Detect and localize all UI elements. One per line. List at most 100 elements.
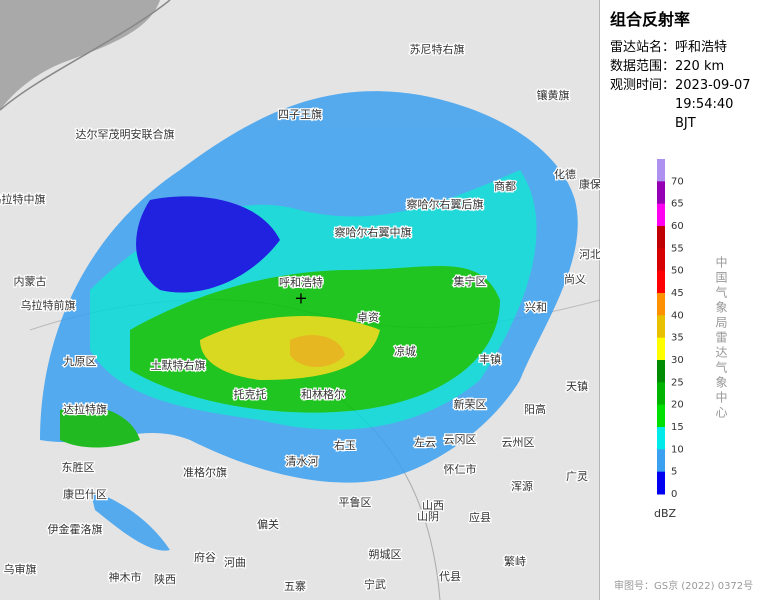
place-label: 九原区 (64, 355, 97, 368)
legend-swatch (657, 248, 665, 272)
place-label: 云州区 (502, 436, 535, 449)
place-label: 天镇 (566, 379, 588, 393)
place-label: 繁峙 (504, 554, 526, 568)
legend-swatch (657, 181, 665, 205)
place-label: 康巴什区 (63, 487, 107, 501)
place-label: 苏尼特右旗 (410, 42, 465, 56)
place-label: 广灵 (566, 470, 588, 483)
place-label: 浑源 (511, 479, 533, 493)
value: 220 km (675, 59, 725, 74)
legend-swatch (657, 360, 665, 383)
place-label: 达拉特旗 (63, 402, 107, 416)
city-marker: + (294, 289, 307, 308)
place-label: 怀仁市 (444, 462, 477, 476)
legend-label: 0 (671, 489, 677, 500)
city-label: 呼和浩特 (279, 275, 323, 289)
legend-swatch (657, 203, 665, 227)
credit: 中国气象局雷达气象中心 (714, 256, 728, 421)
legend-label: 15 (671, 422, 684, 433)
place-label: 河曲 (224, 556, 246, 569)
value: 2023-09-07 (675, 78, 751, 93)
info-panel: 组合反射率 雷达站名：呼和浩特 数据范围：220 km 观测时间：2023-09… (610, 6, 757, 133)
time-row: 观测时间：2023-09-07 (610, 76, 757, 95)
legend-label: 40 (671, 310, 684, 321)
place-label: 康保 (579, 177, 600, 191)
range-row: 数据范围：220 km (610, 57, 757, 76)
place-label: 朔城区 (369, 548, 402, 561)
legend-swatch (657, 471, 665, 495)
place-label: 托克托 (234, 387, 267, 401)
legend-label: 30 (671, 355, 684, 366)
legend-label: 25 (671, 377, 684, 388)
place-label: 凉城 (394, 344, 416, 358)
place-label: 清水河 (286, 455, 319, 468)
echo-25 (60, 406, 140, 448)
legend-swatch (657, 427, 665, 450)
place-label: 和林格尔 (301, 387, 345, 401)
place-label: 准格尔旗 (183, 465, 227, 479)
place-label: 山阴 (417, 510, 439, 523)
echo-0 (136, 196, 280, 293)
place-label: 四子王旗 (278, 107, 322, 121)
border (0, 0, 171, 111)
legend-swatch (657, 293, 665, 316)
radar-echo (40, 91, 578, 551)
place-label: 商都 (494, 179, 516, 193)
place-label: 丰镇 (479, 352, 501, 366)
place-label: 内蒙古 (14, 274, 47, 288)
panel-title: 组合反射率 (610, 10, 691, 29)
legend-unit: dBZ (654, 507, 677, 520)
place-label: 云冈区 (444, 433, 477, 446)
place-label: 察哈尔右翼后旗 (407, 197, 484, 211)
legend-swatch (657, 382, 665, 406)
place-label: 乌拉特前旗 (21, 298, 76, 312)
place-label: 神木市 (109, 570, 142, 584)
place-label: 代县 (439, 570, 461, 583)
echo-band (90, 490, 170, 551)
place-label: 土默特右旗 (151, 358, 206, 372)
place-label: 山西 (422, 499, 444, 512)
legend-label: 65 (671, 199, 684, 210)
place-label: 卓资 (357, 311, 379, 324)
legend-swatch (657, 315, 665, 339)
label: 观测时间： (610, 78, 676, 93)
legend-label: 5 (671, 467, 677, 478)
place-label: 兴和 (525, 301, 547, 314)
time-row2: 19:54:40 BJT (675, 97, 734, 131)
place-label: 右玉 (334, 438, 356, 452)
place-label: 新荣区 (454, 397, 487, 411)
place-label: 察哈尔右翼中旗 (335, 225, 412, 239)
value: 呼和浩特 (675, 40, 728, 55)
legend-label: 20 (671, 400, 684, 411)
place-label: 五寨 (284, 579, 306, 593)
echo-40 (290, 335, 345, 368)
place-label: 左云 (414, 436, 436, 449)
legend-swatch (657, 449, 665, 473)
place-label: 陕西 (154, 572, 176, 586)
place-label: 乌拉特中旗 (0, 192, 46, 206)
legend-label: 35 (671, 333, 684, 344)
legend-label: 50 (671, 266, 684, 277)
approval: 审图号：GS京 (2022) 0372号 (614, 581, 754, 592)
legend-label: 70 (671, 176, 684, 187)
legend-swatch (657, 226, 665, 249)
place-label: 宁武 (364, 577, 386, 591)
place-label: 达尔罕茂明安联合旗 (76, 127, 175, 141)
place-label: 镶黄旗 (537, 88, 570, 102)
legend-swatch (657, 159, 665, 182)
legend-swatch (657, 270, 665, 294)
info-lines: 雷达站名：呼和浩特 数据范围：220 km 观测时间：2023-09-07 19… (610, 38, 757, 133)
place-label: 偏关 (257, 517, 279, 531)
place-label: 东胜区 (62, 460, 95, 474)
place-label: 尚义 (564, 272, 586, 286)
label: 雷达站名： (610, 40, 676, 55)
place-label: 化德 (554, 167, 576, 181)
place-label: 府谷 (194, 550, 216, 564)
place-label: 平鲁区 (339, 495, 372, 509)
legend-label: 60 (671, 221, 684, 232)
place-label: 应县 (469, 510, 491, 524)
place-label: 阳高 (524, 402, 546, 416)
